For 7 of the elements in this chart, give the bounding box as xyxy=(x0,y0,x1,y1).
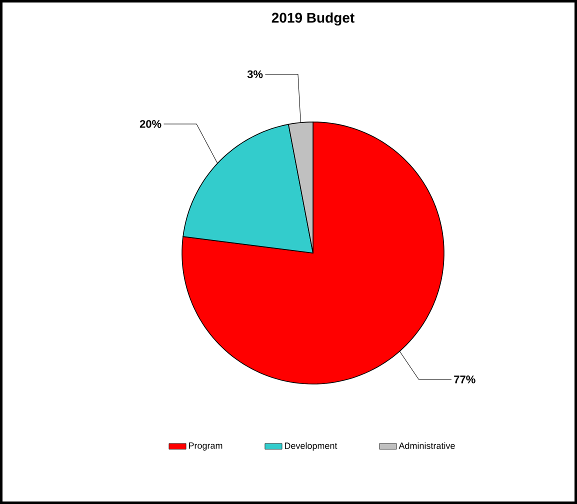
legend-label: Program xyxy=(188,442,222,451)
legend-label: Development xyxy=(284,442,338,451)
data-label: 20% xyxy=(140,120,162,128)
data-label: 3% xyxy=(247,70,263,78)
data-label: 77% xyxy=(454,376,476,384)
legend-label: Administrative xyxy=(398,442,455,449)
chart-title: 2019 Budget xyxy=(272,12,354,26)
